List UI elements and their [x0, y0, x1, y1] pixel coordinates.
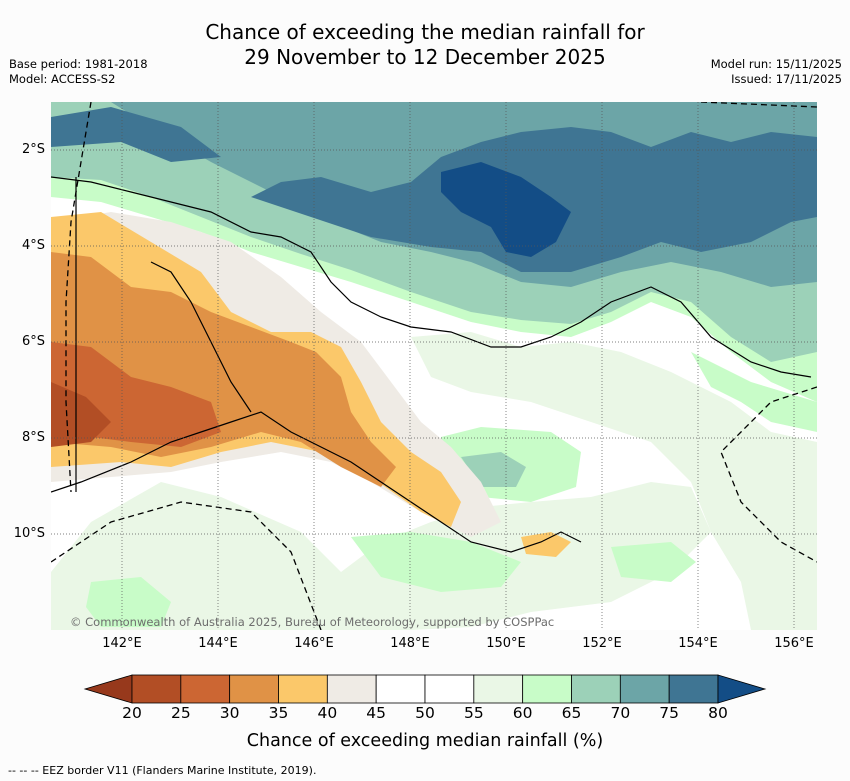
gridlines — [51, 102, 817, 630]
title-line-2: 29 November to 12 December 2025 — [244, 45, 606, 69]
longitude-label: 154°E — [678, 636, 718, 651]
colorbar-extend-high — [717, 674, 767, 704]
latitude-label: 6°S — [21, 334, 45, 349]
colorbar-segment — [278, 674, 328, 704]
colorbar-segment — [619, 674, 670, 704]
region-55-60-east — [411, 332, 817, 630]
model-run: Model run: 15/11/2025 — [710, 57, 842, 71]
longitude-label: 148°E — [390, 636, 430, 651]
longitude-label: 156°E — [774, 636, 814, 651]
map-title: Chance of exceeding the median rainfall … — [0, 20, 850, 70]
colorbar-tick-label: 50 — [415, 704, 435, 722]
longitude-label: 150°E — [486, 636, 526, 651]
metadata-right: Model run: 15/11/2025 Issued: 17/11/2025 — [711, 57, 842, 87]
longitude-label: 144°E — [198, 636, 238, 651]
rainfall-map — [51, 102, 817, 630]
colorbar-segment — [229, 674, 279, 704]
colorbar-tick-label: 70 — [610, 704, 631, 722]
colorbar-title: Chance of exceeding median rainfall (%) — [246, 731, 604, 751]
colorbar-tick-label: 20 — [122, 704, 142, 722]
colorbar-tick-label: 25 — [170, 704, 191, 722]
colorbar-tick-label: 30 — [219, 704, 240, 722]
colorbar-segment — [473, 674, 524, 704]
region-75-80-nw — [51, 107, 221, 162]
colorbar-segment — [326, 674, 377, 704]
latitude-label: 8°S — [21, 430, 45, 445]
longitude-label: 142°E — [102, 636, 142, 651]
latitude-label: 10°S — [13, 526, 45, 541]
colorbar-segment — [522, 674, 572, 704]
colorbar — [83, 674, 767, 704]
region-60-65-south — [351, 532, 521, 592]
eez-borders — [51, 102, 817, 630]
latitude-label: 4°S — [21, 238, 45, 253]
colorbar-tick-label: 80 — [708, 704, 728, 722]
region-60-65-sw — [86, 577, 171, 627]
map-canvas — [51, 102, 817, 630]
title-line-1: Chance of exceeding the median rainfall … — [205, 20, 645, 44]
colorbar-segment — [375, 674, 426, 704]
region-orange-patch-south — [521, 532, 571, 557]
region-20-25 — [51, 382, 111, 447]
issued-date: Issued: 17/11/2025 — [731, 72, 842, 86]
colorbar-segment — [131, 674, 182, 704]
colorbar-segment — [180, 674, 231, 704]
colorbar-tick-label: 75 — [659, 704, 680, 722]
copyright-notice: © Commonwealth of Australia 2025, Bureau… — [70, 615, 555, 629]
colorbar-segment — [424, 674, 475, 704]
longitude-label: 146°E — [294, 636, 334, 651]
region-60-65-east — [691, 352, 817, 432]
coastlines — [51, 176, 812, 553]
colorbar-extend-low — [83, 674, 133, 704]
region-above-80 — [441, 162, 571, 257]
colorbar-tick-label: 35 — [268, 704, 289, 722]
region-60-65-se — [611, 542, 696, 582]
colorbar-tick-label: 60 — [512, 704, 533, 722]
colorbar-tick-label: 45 — [366, 704, 387, 722]
latitude-label: 2°S — [21, 142, 45, 157]
colorbar-tick-label: 65 — [561, 704, 582, 722]
longitude-label: 152°E — [582, 636, 622, 651]
colorbar-tick-label: 40 — [317, 704, 338, 722]
colorbar-tick-label: 55 — [463, 704, 484, 722]
eez-footnote: -- -- -- EEZ border V11 (Flanders Marine… — [8, 764, 317, 777]
colorbar-segments — [83, 674, 767, 704]
colorbar-segment — [668, 674, 719, 704]
metadata-left: Base period: 1981-2018 Model: ACCESS-S2 — [9, 57, 148, 87]
model-name: Model: ACCESS-S2 — [9, 72, 116, 86]
colorbar-segment — [571, 674, 621, 704]
base-period: Base period: 1981-2018 — [9, 57, 148, 71]
